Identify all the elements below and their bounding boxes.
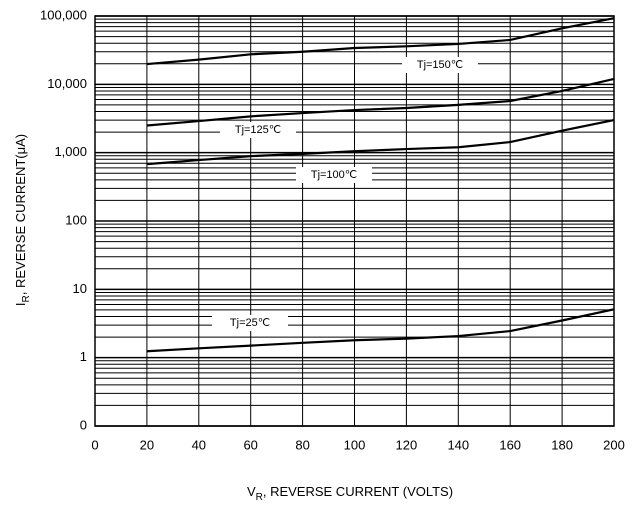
- y-tick-label: 0: [80, 417, 87, 432]
- series-line: [146, 77, 615, 127]
- plot-frame: [94, 15, 615, 427]
- x-tick-label: 20: [140, 437, 154, 452]
- y-label-main: I: [13, 302, 28, 306]
- y-label-rest: , REVERSE CURRENT(μA): [13, 134, 28, 295]
- x-label-sub: R: [256, 492, 263, 503]
- y-tick-label: 100,000: [40, 7, 87, 22]
- x-axis-label: VR, REVERSE CURRENT (VOLTS): [247, 484, 453, 502]
- series-label: Tj=25℃: [230, 317, 270, 329]
- y-label-sub: R: [21, 295, 32, 302]
- x-tick-label: 200: [603, 437, 625, 452]
- series-label: Tj=125℃: [235, 124, 281, 136]
- x-tick-label: 180: [551, 437, 573, 452]
- x-tick-label: 0: [91, 437, 98, 452]
- x-tick-label: 140: [447, 437, 469, 452]
- y-tick-label: 1,000: [54, 144, 87, 159]
- x-tick-label: 40: [192, 437, 206, 452]
- x-tick-label: 80: [295, 437, 309, 452]
- y-tick-label: 1: [80, 349, 87, 364]
- series-label-bg: [212, 315, 288, 331]
- y-axis-label: IR, REVERSE CURRENT(μA): [13, 134, 31, 306]
- y-tick-label: 10: [73, 281, 87, 296]
- x-tick-label: 60: [243, 437, 257, 452]
- series-label: Tj=100℃: [311, 169, 357, 181]
- x-tick-label: 120: [396, 437, 418, 452]
- series-line: [146, 308, 615, 353]
- y-tick-label: 10,000: [47, 76, 87, 91]
- series-label-bg: [220, 122, 296, 138]
- series-line: [146, 17, 615, 66]
- series-label-bg: [296, 167, 372, 183]
- x-label-rest: , REVERSE CURRENT (VOLTS): [263, 484, 453, 499]
- series-label-bg: [402, 57, 478, 73]
- x-tick-label: 100: [344, 437, 366, 452]
- y-tick-label: 100: [65, 212, 87, 227]
- x-label-main: V: [247, 484, 256, 499]
- x-tick-label: 160: [499, 437, 521, 452]
- series-label: Tj=150℃: [417, 59, 463, 71]
- series-line: [146, 118, 615, 166]
